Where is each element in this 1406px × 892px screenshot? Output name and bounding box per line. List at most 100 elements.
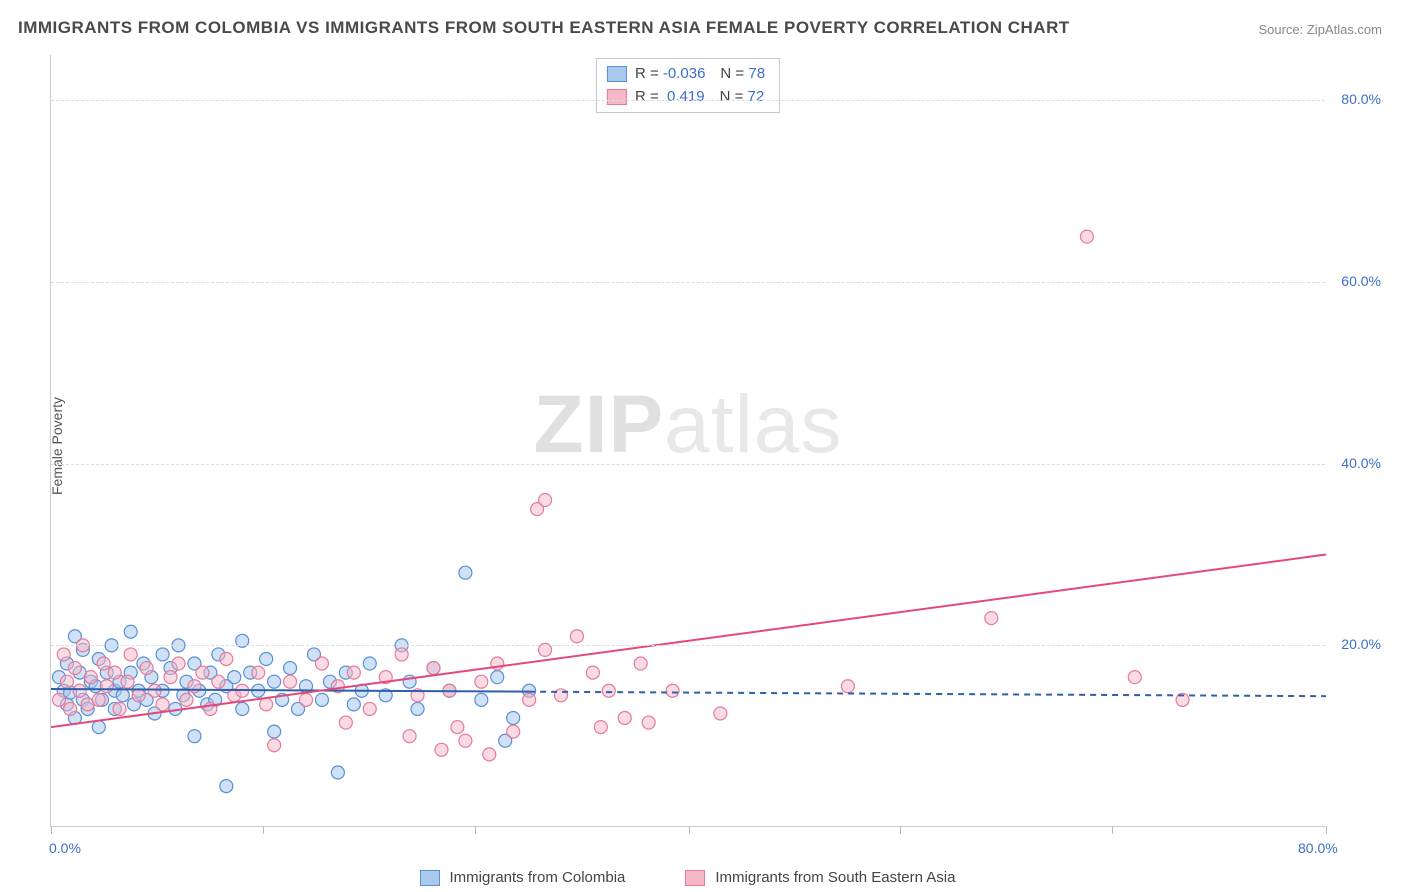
data-point	[523, 693, 536, 706]
x-tick	[1326, 826, 1327, 834]
data-point	[268, 739, 281, 752]
data-point	[1128, 671, 1141, 684]
data-point	[268, 675, 281, 688]
data-point	[148, 684, 161, 697]
gridline	[51, 282, 1325, 283]
series-legend-label: Immigrants from Colombia	[450, 869, 626, 886]
data-point	[236, 702, 249, 715]
data-point	[403, 730, 416, 743]
series-legend-label: Immigrants from South Eastern Asia	[715, 869, 955, 886]
correlation-legend: R = -0.036 N = 78R = 0.419 N = 72	[596, 58, 780, 113]
data-point	[841, 680, 854, 693]
data-point	[196, 666, 209, 679]
data-point	[507, 725, 520, 738]
y-tick-label: 60.0%	[1341, 273, 1381, 289]
data-point	[602, 684, 615, 697]
data-point	[594, 721, 607, 734]
data-point	[97, 657, 110, 670]
trend-line-extrapolated	[529, 692, 1326, 697]
data-point	[260, 698, 273, 711]
data-point	[714, 707, 727, 720]
data-point	[268, 725, 281, 738]
data-point	[483, 748, 496, 761]
data-point	[220, 652, 233, 665]
source-attribution: Source: ZipAtlas.com	[1258, 22, 1382, 37]
gridline	[51, 464, 1325, 465]
data-point	[491, 671, 504, 684]
series-legend: Immigrants from Colombia Immigrants from …	[50, 869, 1325, 886]
data-point	[586, 666, 599, 679]
series-legend-item: Immigrants from South Eastern Asia	[685, 869, 955, 886]
data-point	[618, 712, 631, 725]
data-point	[339, 716, 352, 729]
x-tick	[475, 826, 476, 834]
data-point	[411, 702, 424, 715]
data-point	[180, 693, 193, 706]
data-point	[475, 675, 488, 688]
data-point	[315, 693, 328, 706]
data-point	[315, 657, 328, 670]
data-point	[284, 662, 297, 675]
data-point	[451, 721, 464, 734]
series-legend-item: Immigrants from Colombia	[420, 869, 626, 886]
data-point	[475, 693, 488, 706]
data-point	[395, 648, 408, 661]
data-point	[507, 712, 520, 725]
data-point	[985, 612, 998, 625]
x-tick	[689, 826, 690, 834]
data-point	[156, 648, 169, 661]
data-point	[68, 662, 81, 675]
data-point	[156, 698, 169, 711]
data-point	[260, 652, 273, 665]
x-tick-label: 80.0%	[1298, 840, 1338, 856]
data-point	[140, 662, 153, 675]
x-tick	[1112, 826, 1113, 834]
data-point	[108, 666, 121, 679]
data-point	[435, 743, 448, 756]
legend-stats: R = 0.419 N = 72	[635, 86, 764, 109]
legend-stats: R = -0.036 N = 78	[635, 63, 765, 86]
data-point	[100, 680, 113, 693]
data-point	[570, 630, 583, 643]
legend-row: R = 0.419 N = 72	[607, 86, 765, 109]
data-point	[84, 671, 97, 684]
data-point	[92, 721, 105, 734]
y-tick-label: 80.0%	[1341, 91, 1381, 107]
data-point	[427, 662, 440, 675]
data-point	[64, 702, 77, 715]
data-point	[252, 666, 265, 679]
data-point	[666, 684, 679, 697]
legend-swatch	[685, 870, 705, 886]
source-prefix: Source:	[1258, 22, 1306, 37]
plot-area: ZIPatlas R = -0.036 N = 78R = 0.419 N = …	[50, 55, 1325, 827]
x-tick	[263, 826, 264, 834]
x-tick	[51, 826, 52, 834]
data-point	[164, 671, 177, 684]
data-point	[113, 702, 126, 715]
legend-swatch	[607, 66, 627, 82]
data-point	[284, 675, 297, 688]
data-point	[459, 734, 472, 747]
legend-row: R = -0.036 N = 78	[607, 63, 765, 86]
data-point	[459, 566, 472, 579]
data-point	[1080, 230, 1093, 243]
x-tick	[900, 826, 901, 834]
data-point	[212, 675, 225, 688]
data-point	[52, 693, 65, 706]
legend-swatch	[420, 870, 440, 886]
source-link[interactable]: ZipAtlas.com	[1307, 22, 1382, 37]
data-point	[57, 648, 70, 661]
data-point	[331, 766, 344, 779]
data-point	[132, 689, 145, 702]
gridline	[51, 100, 1325, 101]
data-point	[555, 689, 568, 702]
data-point	[347, 666, 360, 679]
y-tick-label: 40.0%	[1341, 455, 1381, 471]
legend-swatch	[607, 89, 627, 105]
data-point	[172, 657, 185, 670]
data-point	[363, 657, 376, 670]
data-point	[60, 675, 73, 688]
data-point	[124, 625, 137, 638]
gridline	[51, 645, 1325, 646]
data-point	[228, 671, 241, 684]
